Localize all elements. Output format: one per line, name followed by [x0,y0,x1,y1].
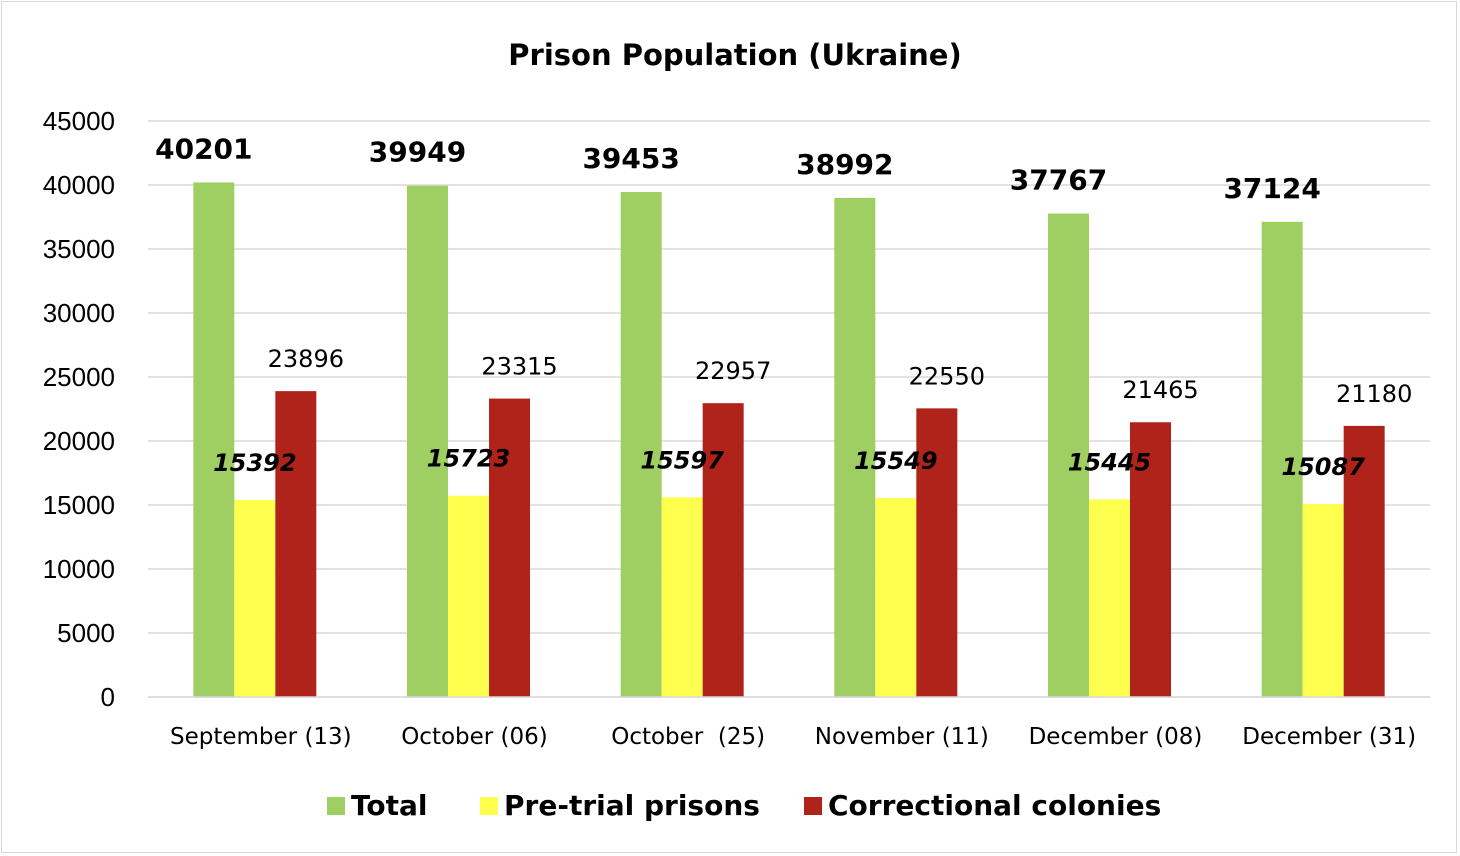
x-tick-label: December (08) [1029,724,1203,750]
bar-pre-trial-prisons-5 [1302,503,1344,697]
bar-pre-trial-prisons-0 [234,499,276,697]
bar-total-1 [407,185,448,697]
x-axis-ticks: September (13) October (06) October (25) No… [170,724,1416,750]
bar-pre-trial-prisons-4 [1089,499,1130,697]
y-tick-label: 40000 [43,170,115,200]
data-label-0-0: 40201 [155,132,252,165]
y-tick-label: 20000 [43,426,115,456]
bar-correctional-colonies-2 [702,403,744,697]
y-tick-label: 10000 [43,554,115,584]
data-label-1-3: 15549 [854,447,938,475]
y-tick-label: 35000 [43,234,115,264]
data-label-1-0: 15392 [213,449,297,477]
legend-swatch-1 [480,797,498,815]
bar-correctional-colonies-3 [916,408,958,697]
data-label-2-4: 21465 [1122,376,1198,404]
y-tick-label: 15000 [43,490,115,520]
y-tick-label: 45000 [43,106,115,136]
x-tick-label: October (25) [611,724,765,750]
data-label-2-2: 22957 [695,357,771,385]
data-label-1-1: 15723 [427,445,511,473]
x-tick-label: September (13) [170,724,352,750]
legend: Total Pre-trial prisons Correctional colon… [327,789,1161,822]
y-tick-label: 30000 [43,298,115,328]
legend-swatch-2 [804,797,822,815]
bar-pre-trial-prisons-3 [875,497,917,697]
data-label-0-3: 38992 [796,148,893,181]
x-tick-label: November (11) [815,724,989,750]
y-tick-label: 0 [101,682,115,712]
x-tick-label: October (06) [401,724,548,750]
data-label-2-0: 23896 [268,345,344,373]
data-label-0-1: 39949 [369,136,466,169]
bar-total-4 [1048,213,1089,697]
legend-swatch-0 [327,797,345,815]
bars [148,182,1430,698]
y-axis-ticks: 0 5000 10000 15000 20000 25000 30000 35000 40000… [43,106,115,712]
bar-pre-trial-prisons-2 [661,497,703,697]
data-labels: 40201 15392 23896 39949 15723 23315 39453 15597… [155,132,1412,480]
data-label-0-2: 39453 [582,142,679,175]
data-label-1-4: 15445 [1068,448,1152,476]
data-label-2-5: 21180 [1336,380,1412,408]
gridlines [148,120,1430,698]
x-tick-label: December (31) [1242,724,1416,750]
data-label-0-5: 37124 [1223,172,1320,205]
chart-title: Prison Population (Ukraine) [508,38,961,72]
data-label-2-3: 22550 [909,362,985,390]
legend-label-1: Pre-trial prisons [504,789,760,822]
y-tick-label: 25000 [43,362,115,392]
bar-correctional-colonies-0 [275,391,317,697]
y-tick-label: 5000 [57,618,115,648]
bar-correctional-colonies-5 [1343,425,1385,697]
bar-total-5 [1261,221,1303,697]
data-label-1-5: 15087 [1281,453,1365,481]
data-label-2-1: 23315 [481,353,557,381]
bar-correctional-colonies-1 [489,398,530,697]
bar-correctional-colonies-4 [1130,422,1171,697]
data-label-1-2: 15597 [640,446,724,474]
bar-total-0 [193,182,235,698]
bar-total-3 [834,197,876,697]
bar-pre-trial-prisons-1 [448,495,489,697]
legend-label-0: Total [351,789,428,822]
legend-label-2: Correctional colonies [828,789,1161,822]
data-label-0-4: 37767 [1010,164,1107,197]
bar-total-2 [620,192,662,698]
